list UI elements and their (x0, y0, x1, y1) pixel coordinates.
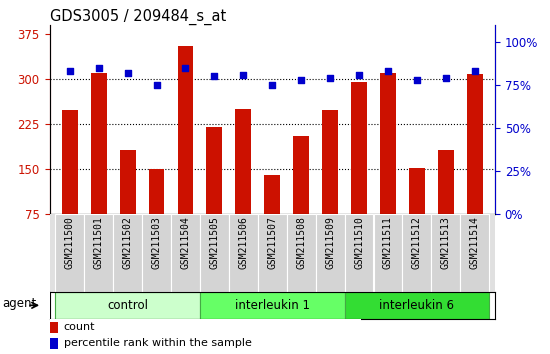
Text: GSM211509: GSM211509 (325, 217, 335, 269)
Bar (206, 127, 222, 214)
Point (210, 74, 219, 79)
Text: GSM211500: GSM211500 (65, 217, 75, 269)
Point (181, 65, 190, 71)
Bar (178, 46, 194, 214)
Bar (148, 169, 164, 214)
Point (355, 72, 364, 78)
Bar (403, 214, 431, 292)
Point (326, 75, 334, 81)
Text: GSM211503: GSM211503 (152, 217, 162, 269)
Text: count: count (64, 322, 95, 332)
Point (383, 68, 392, 74)
Point (470, 68, 479, 74)
Bar (438, 150, 454, 214)
Bar (113, 214, 142, 292)
Bar (56, 214, 84, 292)
Bar (258, 214, 287, 292)
Text: GSM211506: GSM211506 (238, 217, 248, 269)
Bar (287, 214, 316, 292)
Bar (380, 73, 396, 214)
Bar (91, 73, 107, 214)
Text: GSM211501: GSM211501 (94, 217, 104, 269)
Bar (351, 82, 367, 214)
Bar (200, 292, 344, 319)
Point (94, 65, 103, 71)
Text: GSM211504: GSM211504 (180, 217, 190, 269)
Bar (200, 214, 229, 292)
Bar (431, 214, 460, 292)
Point (297, 77, 306, 83)
Text: GSM211508: GSM211508 (296, 217, 306, 269)
Bar (229, 214, 258, 292)
Text: control: control (107, 299, 148, 312)
Point (412, 77, 421, 83)
Bar (345, 214, 373, 292)
Text: GSM211513: GSM211513 (441, 217, 451, 269)
Point (442, 75, 450, 81)
Point (123, 70, 132, 76)
Text: GSM211512: GSM211512 (412, 217, 422, 269)
Bar (84, 214, 113, 292)
Bar (293, 136, 309, 214)
Bar (409, 168, 425, 214)
Bar (142, 214, 171, 292)
Bar (235, 109, 251, 214)
Bar (62, 110, 78, 214)
Bar (50, 322, 58, 333)
Point (152, 82, 161, 88)
Text: GSM211502: GSM211502 (123, 217, 133, 269)
Bar (50, 338, 58, 349)
Bar (467, 74, 483, 214)
Text: GSM211514: GSM211514 (470, 217, 480, 269)
Bar (373, 214, 403, 292)
Text: agent: agent (3, 297, 37, 310)
Bar (460, 214, 489, 292)
Point (65, 68, 74, 74)
Text: GDS3005 / 209484_s_at: GDS3005 / 209484_s_at (50, 8, 225, 25)
Bar (265, 175, 280, 214)
Point (239, 72, 248, 78)
Text: GSM211510: GSM211510 (354, 217, 364, 269)
Bar (120, 150, 135, 214)
Bar (56, 292, 200, 319)
Bar (345, 292, 489, 319)
Text: interleukin 6: interleukin 6 (379, 299, 454, 312)
Text: GSM211507: GSM211507 (267, 217, 277, 269)
Text: interleukin 1: interleukin 1 (235, 299, 310, 312)
Text: GSM211511: GSM211511 (383, 217, 393, 269)
Bar (322, 110, 338, 214)
Point (268, 82, 277, 88)
Bar (316, 214, 344, 292)
Bar (171, 214, 200, 292)
Text: GSM211505: GSM211505 (210, 217, 219, 269)
Text: percentile rank within the sample: percentile rank within the sample (64, 338, 251, 348)
